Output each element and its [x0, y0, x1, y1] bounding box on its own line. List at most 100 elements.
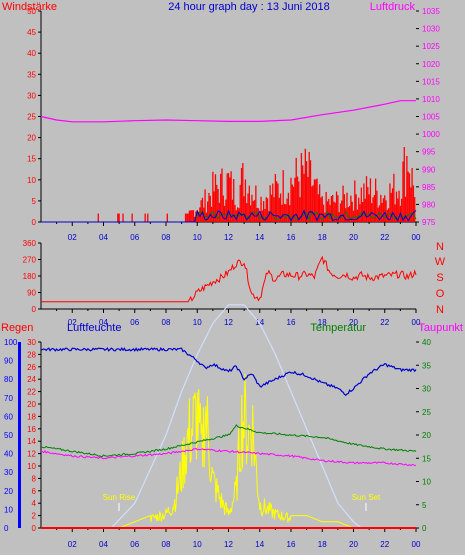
- luftdruck-label: Luftdruck: [370, 1, 416, 13]
- axis-ticks: 0510152025303540455097598098599099510001…: [4, 7, 440, 549]
- bottom-x-tick-label: 22: [380, 540, 389, 549]
- top-left-tick-label: 10: [27, 176, 36, 185]
- rain-tick-label: 80: [4, 375, 13, 384]
- temperature-tick-label: 25: [422, 408, 431, 417]
- direction-tick-label: 180: [23, 272, 37, 281]
- top-right-tick-label: 985: [422, 183, 436, 192]
- top-left-tick-label: 45: [27, 28, 36, 37]
- rain-tick-label: 0: [4, 524, 9, 533]
- bottom-x-tick-label: 10: [193, 540, 202, 549]
- direction-label-s: S: [436, 272, 443, 284]
- top-left-tick-label: 35: [27, 70, 36, 79]
- humidity-tick-label: 28: [27, 350, 36, 359]
- rain-tick-label: 40: [4, 450, 13, 459]
- humidity-tick-label: 20: [27, 400, 36, 409]
- humidity-tick-label: 10: [27, 462, 36, 471]
- top-x-tick-label: 18: [318, 233, 327, 242]
- top-x-tick-label: 10: [193, 233, 202, 242]
- rain-tick-label: 10: [4, 505, 13, 514]
- temperature-tick-label: 35: [422, 361, 431, 370]
- middle-x-tick-label: 00: [412, 318, 421, 327]
- top-right-tick-label: 1020: [422, 60, 440, 69]
- taupunkt-label: Taupunkt: [418, 322, 463, 334]
- top-x-tick-label: 22: [380, 233, 389, 242]
- middle-x-tick-label: 10: [193, 318, 202, 327]
- bottom-x-tick-label: 04: [99, 540, 108, 549]
- humidity-tick-label: 16: [27, 425, 36, 434]
- top-left-tick-label: 15: [27, 155, 36, 164]
- direction-label-n-bottom: N: [436, 304, 444, 316]
- top-left-tick-label: 20: [27, 134, 36, 143]
- top-right-tick-label: 1010: [422, 95, 440, 104]
- top-right-tick-label: 990: [422, 165, 436, 174]
- top-right-tick-label: 1015: [422, 77, 440, 86]
- rain-tick-label: 60: [4, 412, 13, 421]
- bottom-x-tick-label: 20: [349, 540, 358, 549]
- rain-tick-label: 70: [4, 394, 13, 403]
- top-right-tick-label: 1000: [422, 130, 440, 139]
- rain-tick-label: 20: [4, 487, 13, 496]
- temperature-tick-label: 0: [422, 524, 427, 533]
- sun-rise-label: Sun Rise: [103, 493, 136, 502]
- direction-label-w: W: [435, 256, 446, 268]
- top-right-tick-label: 1025: [422, 42, 440, 51]
- top-left-tick-label: 5: [32, 197, 37, 206]
- temperature-tick-label: 15: [422, 454, 431, 463]
- humidity-tick-label: 8: [32, 474, 37, 483]
- sun-set-label: Sun Set: [352, 493, 381, 502]
- pressure-line: [40, 100, 416, 123]
- middle-x-tick-label: 22: [380, 318, 389, 327]
- direction-label-o: O: [436, 288, 445, 300]
- temperatur-label: Temperatur: [310, 322, 366, 334]
- top-left-tick-label: 30: [27, 91, 36, 100]
- chart-title: 24 hour graph day : 13 Juni 2018: [168, 1, 329, 13]
- humidity-tick-label: 30: [27, 338, 36, 347]
- middle-x-tick-label: 04: [99, 318, 108, 327]
- direction-tick-label: 270: [23, 256, 37, 265]
- top-right-tick-label: 1035: [422, 7, 440, 16]
- direction-tick-label: 0: [32, 305, 37, 314]
- top-x-tick-label: 20: [349, 233, 358, 242]
- wind-direction-line: [41, 255, 417, 303]
- top-left-tick-label: 50: [27, 7, 36, 16]
- humidity-tick-label: 12: [27, 450, 36, 459]
- top-left-tick-label: 0: [32, 218, 37, 227]
- top-x-tick-label: 14: [255, 233, 264, 242]
- humidity-tick-label: 2: [32, 512, 37, 521]
- middle-x-tick-label: 20: [349, 318, 358, 327]
- direction-label-n-top: N: [436, 241, 444, 253]
- humidity-tick-label: 24: [27, 375, 36, 384]
- top-right-tick-label: 1030: [422, 25, 440, 34]
- bottom-x-tick-label: 06: [130, 540, 139, 549]
- middle-x-tick-label: 02: [68, 318, 77, 327]
- middle-x-tick-label: 16: [287, 318, 296, 327]
- middle-x-tick-label: 18: [318, 318, 327, 327]
- middle-x-tick-label: 06: [130, 318, 139, 327]
- bottom-x-tick-label: 12: [224, 540, 233, 549]
- top-right-tick-label: 975: [422, 218, 436, 227]
- bottom-x-tick-label: 18: [318, 540, 327, 549]
- middle-x-tick-label: 08: [162, 318, 171, 327]
- windstaerke-label: Windstärke: [2, 1, 57, 13]
- regen-label: Regen: [1, 322, 33, 334]
- temperature-tick-label: 5: [422, 501, 427, 510]
- middle-plot-area: [41, 243, 416, 309]
- temperature-tick-label: 20: [422, 431, 431, 440]
- top-right-tick-label: 995: [422, 148, 436, 157]
- humidity-tick-label: 4: [32, 499, 37, 508]
- top-x-tick-label: 08: [162, 233, 171, 242]
- direction-tick-label: 90: [27, 289, 36, 298]
- temperature-tick-label: 40: [422, 338, 431, 347]
- top-x-tick-label: 16: [287, 233, 296, 242]
- rain-axis-bar: [18, 342, 21, 528]
- top-left-tick-label: 40: [27, 49, 36, 58]
- top-x-tick-label: 02: [68, 233, 77, 242]
- temperature-tick-label: 10: [422, 478, 431, 487]
- top-right-tick-label: 1005: [422, 113, 440, 122]
- direction-tick-label: 360: [23, 239, 37, 248]
- middle-x-tick-label: 14: [255, 318, 264, 327]
- luftfeuchte-label: Luftfeuchte: [67, 322, 121, 334]
- bottom-x-tick-label: 00: [412, 540, 421, 549]
- temperature-line: [41, 424, 417, 458]
